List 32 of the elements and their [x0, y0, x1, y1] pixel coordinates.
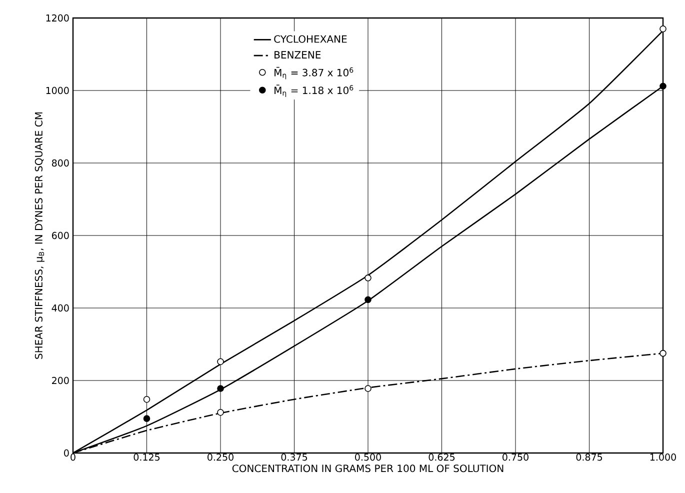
- x-tick-label: 0: [70, 454, 76, 461]
- legend-label: BENZENE: [274, 51, 321, 58]
- point: [364, 385, 372, 392]
- x-tick-label: 0.250: [208, 454, 234, 461]
- point: [217, 409, 224, 416]
- point: [217, 358, 224, 366]
- point: [660, 82, 666, 90]
- legend-label: CYCLOHEXANE: [274, 35, 347, 43]
- point: [143, 396, 150, 403]
- y-axis-title: SHEAR STIFFNESS, μ$_{B}$, IN DYNES PER SQUARE CM: [34, 112, 44, 359]
- x-tick-label: 0.375: [281, 454, 308, 461]
- y-tick-label: 600: [52, 232, 69, 240]
- point: [143, 415, 150, 422]
- y-tick-label: 1200: [46, 14, 69, 22]
- x-axis-title: CONCENTRATION IN GRAMS PER 100 ML OF SOLUTION: [232, 464, 504, 472]
- x-tick-label: 0.750: [502, 454, 528, 461]
- y-tick-label: 400: [52, 304, 69, 312]
- point: [364, 274, 372, 282]
- x-tick-label: 0.875: [576, 454, 602, 461]
- legend-label: M̄$_{η}$ = 1.18 x 10$^{6}$: [274, 84, 354, 97]
- x-tick-label: 0.625: [428, 454, 455, 461]
- x-tick-label: 1.000: [650, 454, 676, 461]
- point: [364, 296, 372, 304]
- point: [660, 25, 666, 32]
- x-tick-label: 0.500: [355, 454, 381, 461]
- x-tick-label: 0.125: [134, 454, 160, 461]
- y-tick-label: 800: [52, 159, 69, 167]
- y-tick-label: 1000: [46, 86, 69, 94]
- y-tick-label: 200: [52, 376, 69, 384]
- point: [217, 385, 224, 392]
- legend-label: M̄$_{η}$ = 3.87 x 10$^{6}$: [274, 66, 354, 80]
- point: [660, 350, 666, 357]
